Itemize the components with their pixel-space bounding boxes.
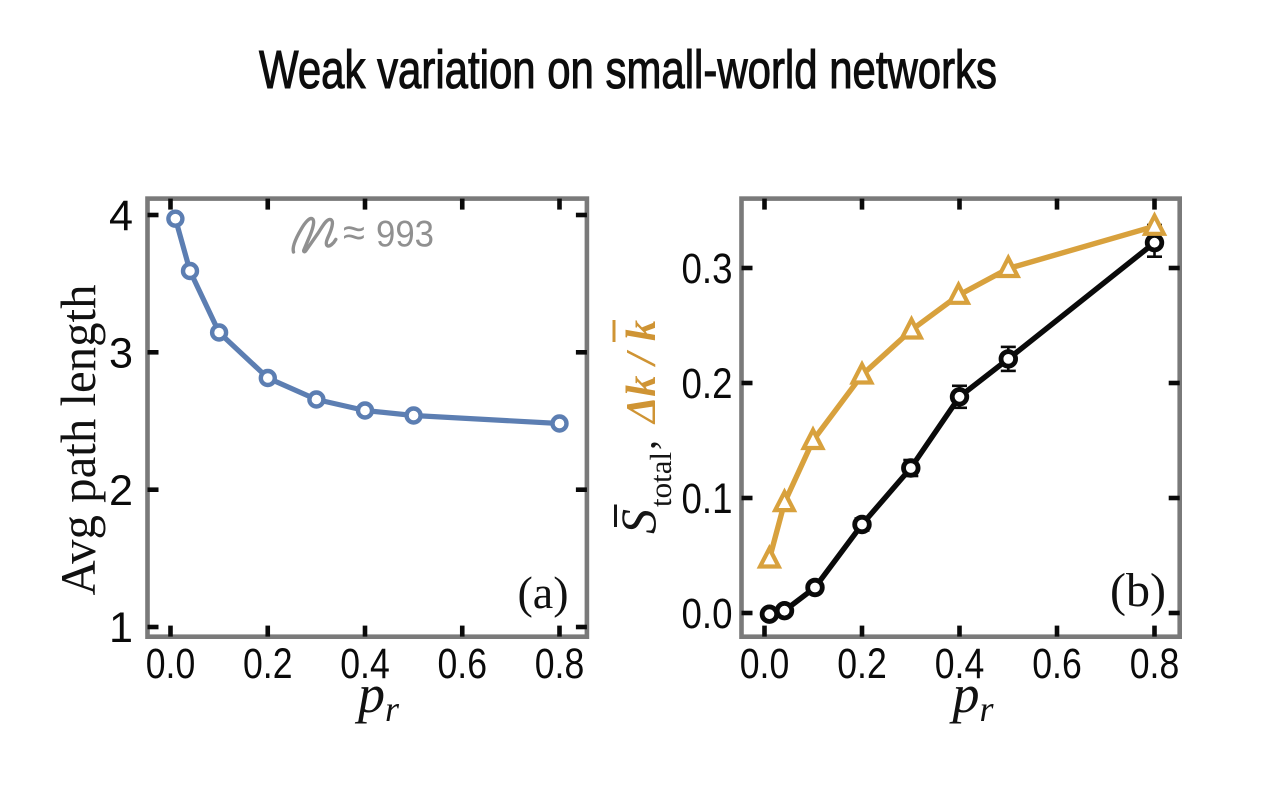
svg-text:1: 1 — [109, 605, 133, 652]
svg-text:Weak variation on small-world: Weak variation on small-world networks — [259, 40, 997, 100]
svg-text:0.4: 0.4 — [935, 641, 985, 688]
svg-text:0.4: 0.4 — [340, 641, 390, 688]
svg-text:0.3: 0.3 — [682, 246, 733, 293]
svg-text:S: S — [610, 509, 666, 534]
svg-text:total: total — [643, 452, 678, 507]
svg-text:≈: ≈ — [343, 211, 365, 255]
svg-text:Avg path length: Avg path length — [50, 285, 106, 596]
svg-text:,: , — [619, 440, 664, 450]
svg-text:4: 4 — [109, 193, 133, 240]
svg-text:(a): (a) — [517, 567, 568, 618]
svg-text:0.1: 0.1 — [682, 476, 733, 523]
svg-text:(b): (b) — [1110, 564, 1166, 617]
svg-text:0.2: 0.2 — [837, 641, 887, 688]
svg-text:0.6: 0.6 — [438, 641, 488, 688]
svg-text:0.2: 0.2 — [243, 641, 293, 688]
svg-text:0.8: 0.8 — [535, 641, 585, 688]
svg-text:0.0: 0.0 — [682, 591, 733, 638]
svg-text:0.2: 0.2 — [682, 361, 733, 408]
svg-text:3: 3 — [109, 331, 133, 378]
svg-text:0.0: 0.0 — [146, 641, 196, 688]
svg-text:0.8: 0.8 — [1130, 641, 1180, 688]
svg-text:2: 2 — [109, 468, 133, 515]
svg-text:0.6: 0.6 — [1032, 641, 1082, 688]
svg-text:0.0: 0.0 — [740, 641, 790, 688]
svg-text:993: 993 — [376, 213, 434, 255]
